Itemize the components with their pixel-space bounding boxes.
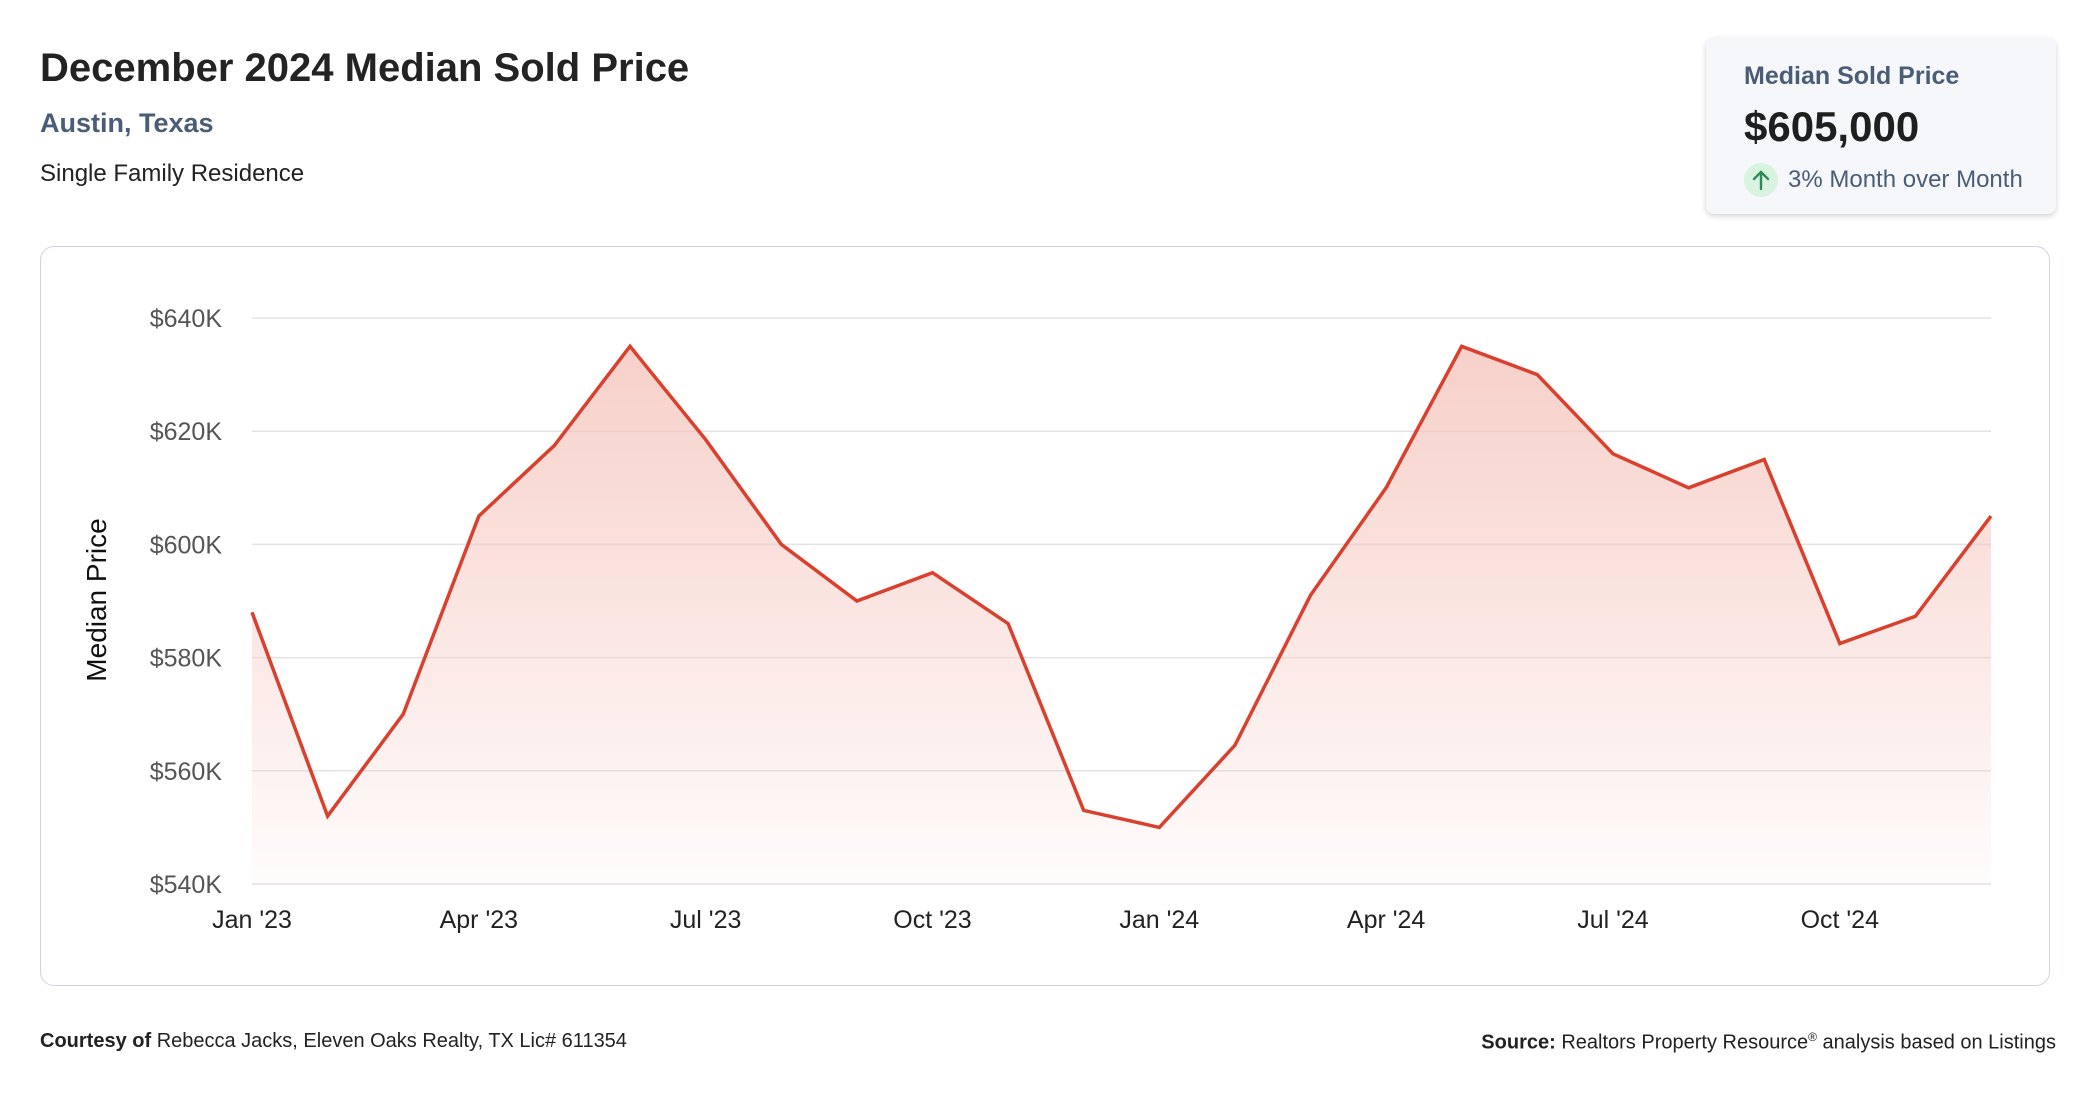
registered-mark: ®	[1808, 1030, 1817, 1044]
stat-change-text: 3% Month over Month	[1788, 166, 2023, 193]
source-label: Source:	[1481, 1031, 1556, 1054]
location-label: Austin, Texas	[40, 108, 214, 138]
courtesy-label: Courtesy of	[40, 1030, 152, 1052]
property-type-label: Single Family Residence	[40, 160, 305, 187]
source-text-suffix: analysis based on Listings	[1816, 1031, 2057, 1054]
chart-frame	[40, 246, 2050, 986]
x-tick-label: Oct '23	[893, 906, 971, 934]
stat-value: $605,000	[1744, 103, 1920, 150]
x-tick-label: Jan '23	[212, 906, 292, 934]
median-price-card: Median Sold Price $605,000 3% Month over…	[1706, 38, 2056, 214]
y-tick-label: $600K	[150, 531, 223, 559]
median-price-chart: $540K $560K $580K $600K $620K $640K Jan '23 Ap…	[81, 305, 1993, 934]
y-tick-label: $640K	[150, 305, 223, 333]
courtesy-text: Rebecca Jacks, Eleven Oaks Realty, TX Li…	[156, 1030, 627, 1052]
arrow-up-icon	[1744, 163, 1778, 197]
x-tick-label: Apr '24	[1347, 906, 1426, 934]
source-note: Source: Realtors Property Resource® anal…	[1481, 1030, 2056, 1055]
stat-label: Median Sold Price	[1744, 62, 1960, 90]
y-tick-label: $620K	[150, 418, 223, 446]
y-tick-label: $580K	[150, 645, 223, 673]
x-tick-label: Jul '23	[670, 906, 741, 934]
y-tick-label: $560K	[150, 758, 223, 786]
y-axis-label: Median Price	[81, 518, 112, 681]
x-tick-label: Jul '24	[1577, 906, 1649, 934]
x-tick-label: Apr '23	[440, 906, 518, 934]
area-fill	[252, 346, 1991, 884]
courtesy-note: Courtesy of Rebecca Jacks, Eleven Oaks R…	[40, 1030, 627, 1053]
x-tick-label: Oct '24	[1801, 906, 1880, 934]
y-tick-label: $540K	[150, 871, 223, 899]
source-text: Realtors Property Resource	[1561, 1031, 1809, 1054]
page-title: December 2024 Median Sold Price	[40, 46, 690, 90]
x-tick-label: Jan '24	[1119, 906, 1199, 934]
stat-change: 3% Month over Month	[1744, 163, 2056, 197]
series-line	[250, 343, 1993, 830]
